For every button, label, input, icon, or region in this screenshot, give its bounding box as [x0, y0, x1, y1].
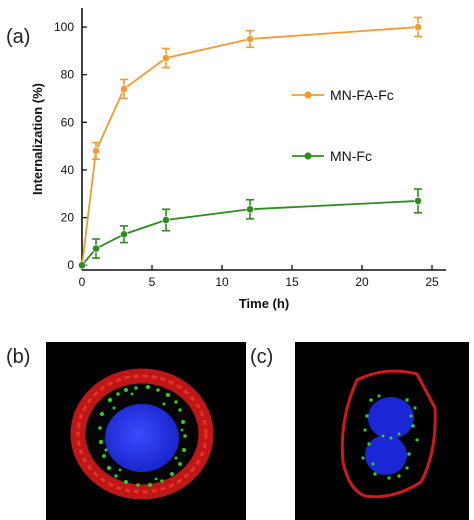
y-tick-label: 40	[61, 163, 75, 177]
y-tick-label: 20	[61, 211, 75, 225]
data-point	[414, 23, 422, 31]
green-punctum	[405, 466, 409, 470]
green-punctum	[174, 400, 178, 404]
green-punctum	[178, 408, 182, 412]
green-punctum	[130, 392, 134, 396]
legend-label: MN-Fc	[330, 148, 372, 164]
data-point	[162, 216, 170, 224]
green-punctum	[124, 480, 128, 484]
micrograph-c	[295, 342, 469, 520]
nucleus	[105, 404, 179, 472]
green-punctum	[145, 384, 151, 390]
green-punctum	[170, 472, 174, 476]
green-punctum	[387, 476, 391, 480]
green-punctum	[181, 420, 185, 424]
data-point	[414, 197, 422, 205]
x-tick-label: 0	[79, 275, 86, 289]
green-punctum	[112, 406, 116, 410]
cell-image-b	[70, 368, 214, 500]
green-punctum	[367, 442, 371, 446]
y-axis-title: Internalization (%)	[30, 83, 45, 195]
green-punctum	[100, 412, 104, 416]
green-punctum	[371, 462, 375, 466]
legend-swatch-marker	[304, 152, 312, 160]
green-punctum	[411, 424, 415, 428]
green-punctum	[178, 462, 182, 466]
green-punctum	[102, 454, 106, 458]
data-point	[162, 54, 170, 62]
y-tick-label: 80	[61, 68, 75, 82]
green-punctum	[174, 456, 178, 460]
green-punctum	[409, 414, 413, 418]
cell-membrane	[340, 369, 437, 499]
micrograph-b	[46, 342, 246, 520]
cell-image-c	[340, 369, 437, 499]
green-punctum	[397, 432, 401, 436]
data-point	[246, 205, 254, 214]
green-punctum	[363, 428, 367, 432]
green-punctum	[147, 482, 153, 488]
data-point	[92, 147, 100, 155]
series-layer	[78, 16, 422, 270]
x-tick-label: 20	[355, 275, 369, 289]
green-punctum	[381, 434, 385, 438]
green-punctum	[365, 414, 369, 418]
green-punctum	[405, 398, 409, 402]
green-punctum	[182, 448, 186, 452]
green-punctum	[134, 386, 138, 390]
green-punctum	[156, 388, 160, 392]
panel-label-b: (b)	[6, 346, 31, 368]
data-point	[92, 244, 100, 253]
x-tick-label: 25	[425, 275, 439, 289]
data-point	[120, 85, 128, 93]
green-punctum	[162, 402, 166, 406]
x-tick-label: 10	[215, 275, 229, 289]
data-point	[78, 261, 86, 270]
green-punctum	[397, 474, 401, 478]
green-punctum	[369, 398, 373, 402]
green-punctum	[124, 388, 128, 392]
green-punctum	[114, 474, 118, 478]
green-punctum	[160, 479, 164, 483]
legend-label: MN-FA-Fc	[330, 87, 394, 103]
green-punctum	[407, 452, 411, 456]
green-punctum	[104, 448, 108, 452]
y-tick-label: 100	[54, 20, 74, 34]
chart-axes: 0 20 40 60 80 100 0 5 10 15 20 25 Time (h) Internaliz…	[30, 8, 446, 311]
green-punctum	[183, 434, 187, 438]
green-punctum	[413, 406, 417, 410]
green-punctum	[180, 428, 184, 432]
panel-label-a: (a)	[6, 26, 31, 48]
data-point	[120, 230, 128, 239]
series-line	[81, 26, 419, 266]
y-tick-label: 0	[67, 258, 74, 272]
legend-swatch-marker	[304, 91, 312, 99]
green-punctum	[377, 394, 381, 398]
legend: MN-FA-Fc MN-Fc	[292, 87, 394, 164]
x-tick-label: 15	[285, 275, 299, 289]
green-punctum	[118, 468, 122, 472]
green-punctum	[154, 477, 158, 481]
green-punctum	[166, 393, 170, 397]
y-tick-label: 60	[61, 115, 75, 129]
green-puncta	[98, 384, 187, 488]
data-point	[246, 35, 254, 43]
green-puncta	[361, 394, 419, 480]
green-punctum	[136, 483, 140, 487]
green-punctum	[389, 436, 393, 440]
nucleus-upper	[368, 397, 414, 439]
green-punctum	[373, 472, 377, 476]
green-punctum	[98, 426, 102, 430]
green-punctum	[361, 456, 365, 460]
green-punctum	[98, 439, 104, 445]
nucleus-lower	[365, 435, 407, 475]
x-tick-label: 5	[149, 275, 156, 289]
x-axis-title: Time (h)	[239, 296, 289, 311]
panel-label-c: (c)	[250, 346, 274, 368]
green-punctum	[116, 392, 120, 396]
green-punctum	[107, 466, 111, 470]
green-punctum	[107, 397, 113, 403]
green-punctum	[415, 438, 419, 442]
internalization-chart: 0 20 40 60 80 100 0 5 10 15 20 25 Time (h) Internaliz…	[30, 8, 446, 311]
